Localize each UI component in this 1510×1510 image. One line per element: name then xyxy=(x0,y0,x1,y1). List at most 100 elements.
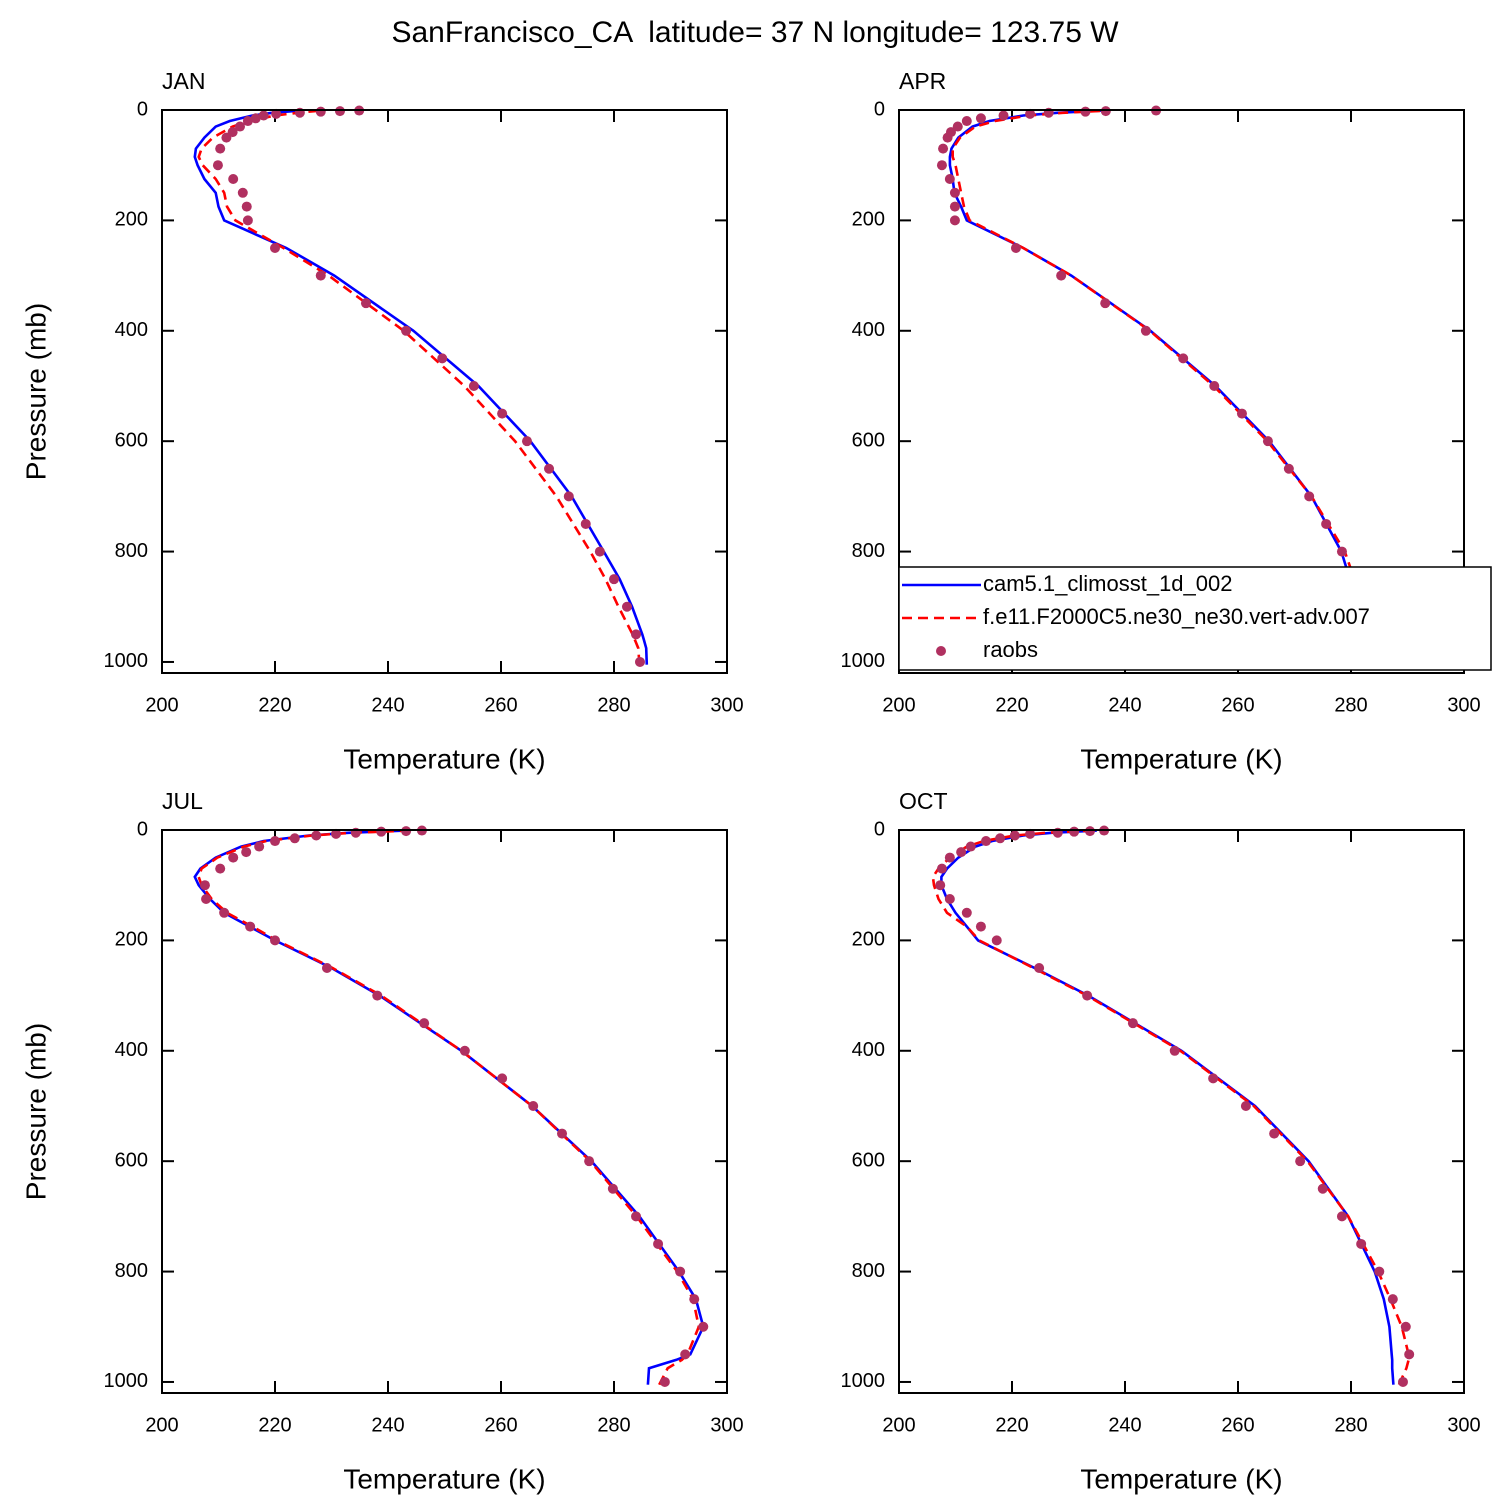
figure-title: SanFrancisco_CA latitude= 37 N longitude… xyxy=(391,16,1119,49)
data-point xyxy=(258,110,269,121)
data-point xyxy=(271,108,282,119)
data-point xyxy=(1374,1266,1385,1277)
data-point xyxy=(949,215,960,226)
y-tick-label: 0 xyxy=(874,818,885,840)
data-point xyxy=(580,518,591,529)
data-point xyxy=(250,113,261,124)
data-point xyxy=(1084,826,1095,837)
data-point xyxy=(584,1156,595,1167)
x-tick-label: 260 xyxy=(1221,694,1254,716)
y-tick-label: 1000 xyxy=(104,650,149,672)
data-point xyxy=(944,173,955,184)
data-point xyxy=(234,121,245,132)
profile-line xyxy=(197,829,701,1386)
data-point xyxy=(419,1018,430,1029)
data-point xyxy=(497,1073,508,1084)
y-tick-label: 600 xyxy=(115,429,148,451)
data-point xyxy=(219,907,230,918)
data-point xyxy=(689,1294,700,1305)
data-point xyxy=(698,1321,709,1332)
data-point xyxy=(241,201,252,212)
data-point xyxy=(607,1183,618,1194)
data-point xyxy=(468,380,479,391)
data-point xyxy=(254,841,265,852)
data-point xyxy=(961,907,972,918)
data-point xyxy=(227,127,238,138)
y-tick-label: 600 xyxy=(115,1149,148,1171)
data-point xyxy=(631,1211,642,1222)
data-point xyxy=(315,106,326,117)
x-tick-label: 220 xyxy=(995,694,1028,716)
legend-label: f.e11.F2000C5.ne30_ne30.vert-adv.007 xyxy=(983,604,1370,629)
data-point xyxy=(975,113,986,124)
data-point xyxy=(961,116,972,127)
data-point xyxy=(376,826,387,837)
x-tick-label: 280 xyxy=(597,1414,630,1436)
data-point xyxy=(1100,106,1111,117)
data-point xyxy=(936,160,947,171)
data-point xyxy=(944,852,955,863)
x-axis-label: Temperature (K) xyxy=(343,1463,545,1494)
data-point xyxy=(965,841,976,852)
data-point xyxy=(659,1376,670,1387)
data-point xyxy=(459,1045,470,1056)
data-point xyxy=(245,921,256,932)
data-point xyxy=(1317,1183,1328,1194)
data-point xyxy=(952,121,963,132)
x-tick-label: 280 xyxy=(1334,694,1367,716)
y-tick-label: 800 xyxy=(115,540,148,562)
data-point xyxy=(1387,1294,1398,1305)
y-axis-label: Pressure (mb) xyxy=(20,303,51,480)
data-point xyxy=(991,935,1002,946)
data-point xyxy=(212,160,223,171)
data-point xyxy=(1140,325,1151,336)
data-point xyxy=(631,629,642,640)
data-point xyxy=(998,110,1009,121)
legend-box xyxy=(898,566,1492,671)
data-point xyxy=(1321,518,1332,529)
y-tick-label: 1000 xyxy=(104,1370,149,1392)
data-point xyxy=(594,546,605,557)
x-tick-label: 280 xyxy=(597,694,630,716)
data-point xyxy=(201,893,212,904)
x-tick-label: 220 xyxy=(258,1414,291,1436)
data-point xyxy=(242,215,253,226)
data-point xyxy=(1082,990,1093,1001)
data-point xyxy=(936,863,947,874)
data-point xyxy=(938,143,949,154)
x-tick-label: 220 xyxy=(258,694,291,716)
data-point xyxy=(1178,353,1189,364)
y-tick-label: 800 xyxy=(115,1260,148,1282)
y-tick-label: 1000 xyxy=(841,1370,886,1392)
y-tick-label: 0 xyxy=(137,98,148,120)
data-point xyxy=(634,656,645,667)
legend-label: cam5.1_climosst_1d_002 xyxy=(983,571,1232,596)
panel-title: JUL xyxy=(162,788,203,814)
y-tick-label: 400 xyxy=(852,1039,885,1061)
data-point xyxy=(497,408,508,419)
data-point xyxy=(1169,1045,1180,1056)
data-point xyxy=(995,833,1006,844)
data-point xyxy=(1010,242,1021,253)
data-point xyxy=(1025,108,1036,119)
data-point xyxy=(1336,546,1347,557)
y-tick-label: 0 xyxy=(874,98,885,120)
data-point xyxy=(321,962,332,973)
x-tick-label: 300 xyxy=(1447,694,1480,716)
panel-title: OCT xyxy=(899,788,948,814)
plot-frame xyxy=(161,829,728,1394)
data-point xyxy=(1404,1349,1415,1360)
data-point xyxy=(241,847,252,858)
y-tick-label: 200 xyxy=(115,929,148,951)
data-point xyxy=(270,935,280,946)
data-point xyxy=(311,830,322,841)
data-point xyxy=(334,106,345,117)
y-tick-label: 400 xyxy=(115,1039,148,1061)
data-point xyxy=(949,187,960,198)
y-tick-label: 600 xyxy=(852,1149,885,1171)
data-point xyxy=(680,1349,691,1360)
data-point xyxy=(1208,1073,1219,1084)
x-tick-label: 260 xyxy=(1221,1414,1254,1436)
